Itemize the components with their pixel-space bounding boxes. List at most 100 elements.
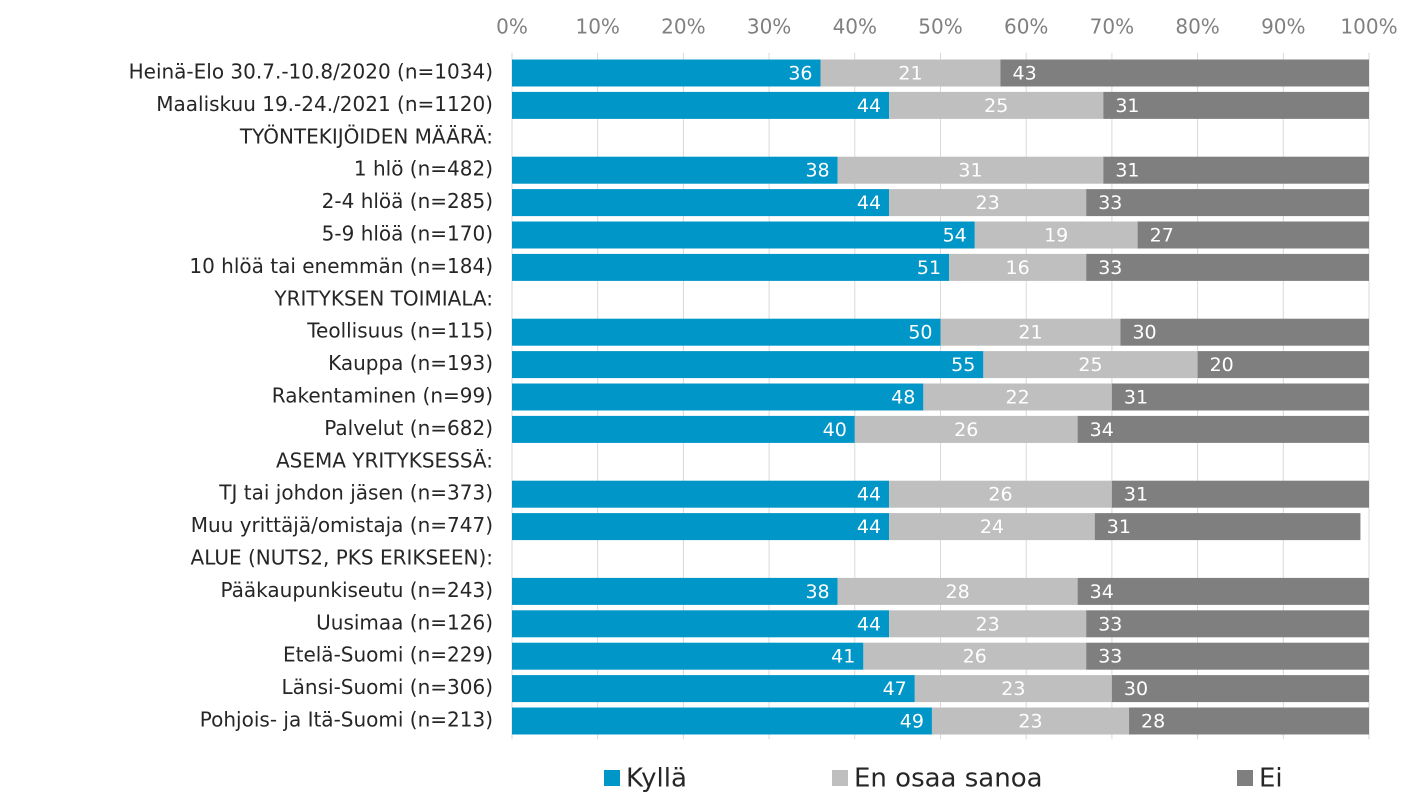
data-label: 31 bbox=[1107, 516, 1131, 538]
bar-segment bbox=[837, 577, 1078, 605]
data-label: 28 bbox=[1141, 711, 1165, 733]
x-tick-label: 0% bbox=[496, 15, 528, 39]
bar-segment bbox=[512, 156, 838, 184]
bar-segment bbox=[1000, 59, 1369, 87]
bar-segment bbox=[512, 642, 864, 670]
data-label: 21 bbox=[1018, 322, 1042, 344]
data-label: 28 bbox=[946, 581, 970, 603]
bars bbox=[512, 59, 1369, 735]
bar-segment bbox=[512, 253, 950, 281]
data-label: 34 bbox=[1090, 581, 1114, 603]
bar-segment bbox=[837, 156, 1104, 184]
x-tick-label: 90% bbox=[1261, 15, 1305, 39]
data-label: 44 bbox=[857, 613, 881, 635]
data-label: 22 bbox=[1006, 387, 1030, 409]
data-label: 54 bbox=[943, 225, 967, 247]
bar-segment bbox=[512, 707, 932, 735]
data-label: 41 bbox=[831, 646, 855, 668]
data-label: 30 bbox=[1132, 322, 1156, 344]
data-label: 30 bbox=[1124, 678, 1148, 700]
bar-segment bbox=[949, 253, 1087, 281]
y-tick-label: Palvelut (n=682) bbox=[324, 416, 493, 440]
data-label: 31 bbox=[1115, 160, 1139, 182]
bar-segment bbox=[889, 513, 1095, 541]
legend-label: En osaa sanoa bbox=[854, 764, 1043, 794]
bar-segment bbox=[512, 59, 821, 87]
data-label: 31 bbox=[1115, 95, 1139, 117]
y-tick-label: ASEMA YRITYKSESSÄ: bbox=[276, 448, 493, 472]
y-tick-label: Rakentaminen (n=99) bbox=[272, 384, 493, 408]
y-tick-label: Kauppa (n=193) bbox=[328, 351, 493, 375]
y-tick-label: YRITYKSEN TOIMIALA: bbox=[273, 286, 493, 310]
bar-segment bbox=[1077, 415, 1369, 443]
y-tick-label: 2-4 hlöä (n=285) bbox=[322, 189, 493, 213]
bar-segment bbox=[889, 610, 1087, 638]
bar-segment bbox=[889, 189, 1087, 217]
data-label: 51 bbox=[917, 257, 941, 279]
bar-segment bbox=[512, 221, 975, 249]
data-label: 23 bbox=[1001, 678, 1025, 700]
x-tick-label: 20% bbox=[661, 15, 705, 39]
bar-segment bbox=[974, 221, 1138, 249]
bar-segment bbox=[512, 318, 941, 346]
y-tick-label: 5-9 hlöä (n=170) bbox=[322, 222, 493, 246]
y-tick-label: 10 hlöä tai enemmän (n=184) bbox=[189, 254, 493, 278]
data-label: 33 bbox=[1098, 646, 1122, 668]
bar-segment bbox=[1094, 513, 1361, 541]
x-tick-label: 100% bbox=[1340, 15, 1397, 39]
x-tick-label: 40% bbox=[833, 15, 877, 39]
data-label: 26 bbox=[954, 419, 978, 441]
legend-label: Kyllä bbox=[626, 764, 687, 794]
bar-segment bbox=[1103, 91, 1369, 119]
legend-swatch bbox=[604, 770, 620, 786]
bar-segment bbox=[512, 351, 984, 379]
bar-segment bbox=[889, 480, 1112, 508]
bar-segment bbox=[923, 383, 1112, 411]
bar-segment bbox=[512, 91, 890, 119]
y-tick-label: Maaliskuu 19.-24./2021 (n=1120) bbox=[156, 92, 493, 116]
data-label: 26 bbox=[988, 484, 1012, 506]
data-label: 31 bbox=[1124, 387, 1148, 409]
data-label: 48 bbox=[891, 387, 915, 409]
y-tick-label: Pohjois- ja Itä-Suomi (n=213) bbox=[200, 708, 493, 732]
bar-segment bbox=[512, 513, 890, 541]
y-tick-label: Uusimaa (n=126) bbox=[316, 610, 493, 634]
data-label: 43 bbox=[1012, 63, 1036, 85]
data-label: 19 bbox=[1044, 225, 1068, 247]
x-tick-label: 60% bbox=[1004, 15, 1048, 39]
legend-label: Ei bbox=[1259, 764, 1283, 794]
x-tick-label: 30% bbox=[747, 15, 791, 39]
bar-segment bbox=[820, 59, 1001, 87]
bar-segment bbox=[1086, 642, 1369, 670]
data-label: 27 bbox=[1150, 225, 1174, 247]
data-label: 23 bbox=[1018, 711, 1042, 733]
data-label: 31 bbox=[958, 160, 982, 182]
x-tick-label: 10% bbox=[575, 15, 619, 39]
bar-segment bbox=[512, 480, 890, 508]
data-label: 16 bbox=[1006, 257, 1030, 279]
data-label: 36 bbox=[788, 63, 812, 85]
y-tick-label: Pääkaupunkiseutu (n=243) bbox=[220, 578, 493, 602]
data-label: 44 bbox=[857, 192, 881, 214]
data-label: 40 bbox=[823, 419, 847, 441]
data-label: 33 bbox=[1098, 613, 1122, 635]
x-tick-label: 80% bbox=[1175, 15, 1219, 39]
y-tick-label: Länsi-Suomi (n=306) bbox=[282, 675, 493, 699]
bar-segment bbox=[1129, 707, 1369, 735]
bar-segment bbox=[940, 318, 1121, 346]
labels: 0% 10% 20% 30% 40% 50% 60% 70% 80% 90% 100% Heinä-E… bbox=[129, 15, 1398, 794]
data-label: 26 bbox=[963, 646, 987, 668]
bar-segment bbox=[1197, 351, 1369, 379]
y-tick-label: TJ tai johdon jäsen (n=373) bbox=[218, 481, 493, 505]
data-label: 55 bbox=[951, 354, 975, 376]
bar-segment bbox=[1103, 156, 1369, 184]
bar-segment bbox=[931, 707, 1130, 735]
data-label: 24 bbox=[980, 516, 1004, 538]
data-label: 33 bbox=[1098, 192, 1122, 214]
x-tick-label: 50% bbox=[918, 15, 962, 39]
data-label: 21 bbox=[898, 63, 922, 85]
bar-segment bbox=[512, 189, 890, 217]
bar-segment bbox=[863, 642, 1087, 670]
data-label: 23 bbox=[976, 613, 1000, 635]
